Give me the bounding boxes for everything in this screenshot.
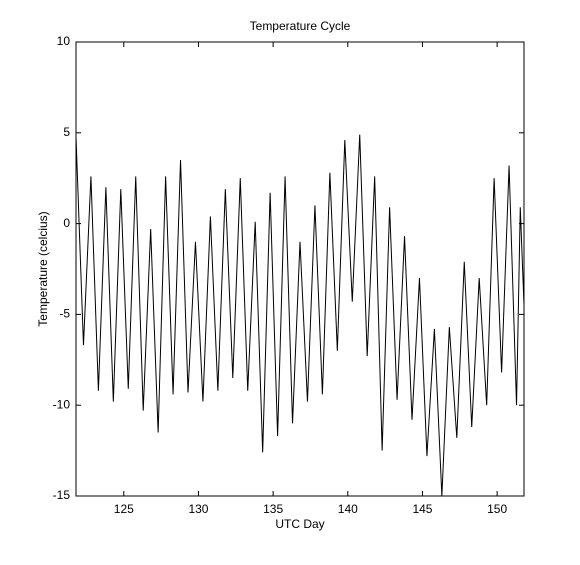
x-tick-label: 135 <box>263 502 283 516</box>
y-tick-label: 5 <box>63 125 70 139</box>
y-tick-label: -10 <box>53 397 71 411</box>
data-line <box>76 134 524 496</box>
y-tick-label: -15 <box>53 488 71 502</box>
plot-frame <box>75 41 525 497</box>
y-axis-label: Temperature (celcius) <box>36 211 50 326</box>
x-axis-label: UTC Day <box>275 517 324 531</box>
y-tick-label: 0 <box>63 216 70 230</box>
y-tick-label: 10 <box>57 34 71 48</box>
y-tick-label: -5 <box>59 307 70 321</box>
chart-title: Temperature Cycle <box>250 19 351 33</box>
x-tick-label: 145 <box>412 502 432 516</box>
x-tick-label: 150 <box>487 502 507 516</box>
x-tick-label: 125 <box>114 502 134 516</box>
x-tick-label: 140 <box>338 502 358 516</box>
x-tick-label: 130 <box>188 502 208 516</box>
